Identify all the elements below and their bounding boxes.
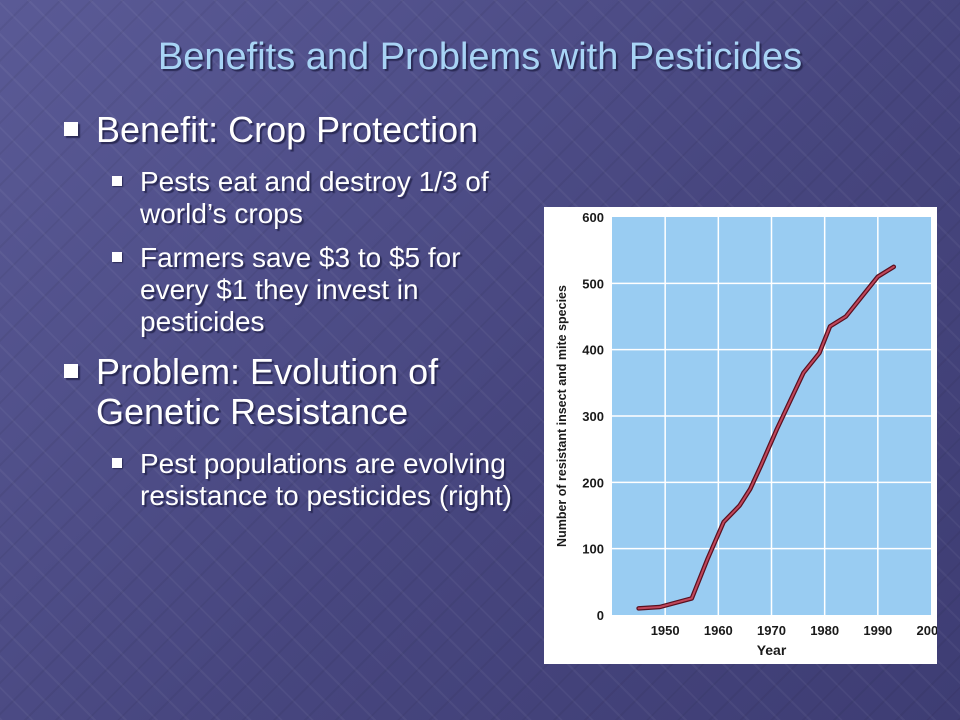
x-tick-label: 1960 [704,623,733,638]
bullet-list: Benefit: Crop Protection Pests eat and d… [60,110,530,526]
resistance-chart: 0 100 200 300 400 500 600 1950 1960 1970 1980 1990… [544,207,937,664]
y-tick-label: 400 [582,343,604,358]
x-axis-label: Year [757,642,787,658]
x-tick-label: 1990 [863,623,892,638]
sub-bullet-list: Pest populations are evolving resistance… [96,448,530,512]
y-tick-label: 100 [582,542,604,557]
sub-bullet-text: Pests eat and destroy 1/3 of world’s cro… [140,166,489,229]
series-line [637,265,895,610]
gridlines [612,217,931,615]
x-tick-label: 1950 [651,623,680,638]
x-tick-labels: 1950 1960 1970 1980 1990 2000 [651,623,937,638]
square-bullet-icon [112,458,122,468]
y-tick-label: 300 [582,409,604,424]
y-tick-label: 500 [582,276,604,291]
bullet-text: Problem: Evolution of Genetic Resistance [96,351,439,432]
y-axis-label: Number of resistant insect and mite spec… [555,285,569,547]
sub-bullet-list: Pests eat and destroy 1/3 of world’s cro… [96,166,530,338]
sub-bullet: Farmers save $3 to $5 for every $1 they … [96,242,530,338]
sub-bullet-text: Pest populations are evolving resistance… [140,448,512,511]
y-tick-labels: 0 100 200 300 400 500 600 [582,210,604,623]
x-tick-label: 2000 [917,623,937,638]
x-tick-label: 1980 [810,623,839,638]
sub-bullet-text: Farmers save $3 to $5 for every $1 they … [140,242,461,337]
square-bullet-icon [112,252,122,262]
square-bullet-icon [112,176,122,186]
series-group [636,264,897,611]
y-tick-label: 200 [582,475,604,490]
bullet-problem: Problem: Evolution of Genetic Resistance… [60,352,530,512]
chart-svg: 0 100 200 300 400 500 600 1950 1960 1970 1980 1990… [555,210,937,658]
y-tick-label: 600 [582,210,604,225]
sub-bullet: Pests eat and destroy 1/3 of world’s cro… [96,166,530,230]
slide-title: Benefits and Problems with Pesticides [157,36,803,78]
x-tick-label: 1970 [757,623,786,638]
sub-bullet: Pest populations are evolving resistance… [96,448,530,512]
bullet-text: Benefit: Crop Protection [96,109,479,150]
square-bullet-icon [64,122,78,136]
bullet-benefit: Benefit: Crop Protection Pests eat and d… [60,110,530,338]
y-tick-label: 0 [597,608,604,623]
square-bullet-icon [64,364,78,378]
